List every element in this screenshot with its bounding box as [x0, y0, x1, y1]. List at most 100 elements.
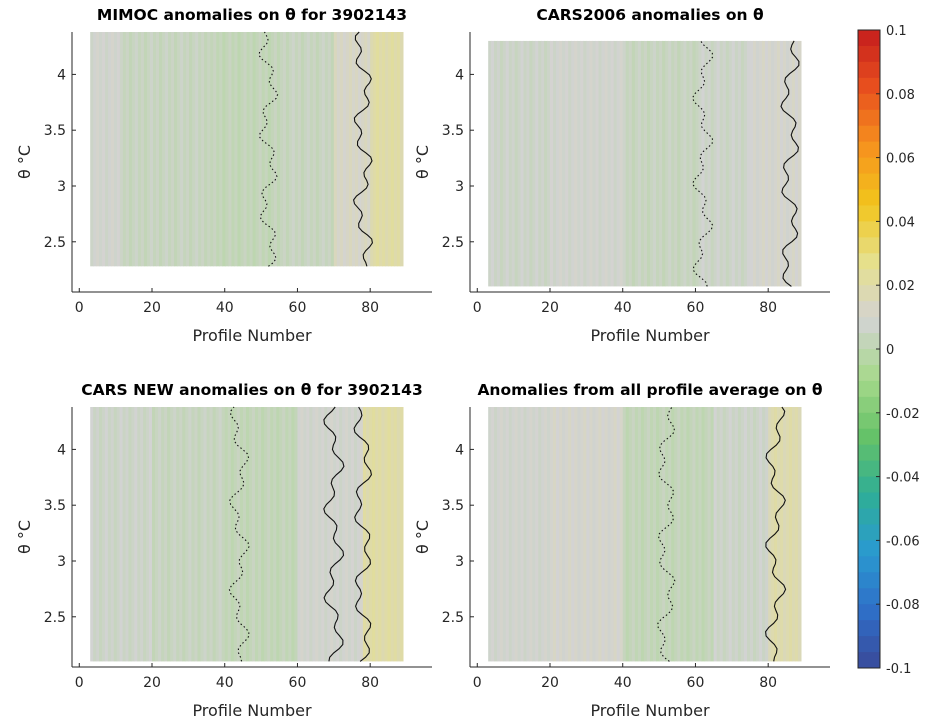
field-cell: [692, 407, 697, 662]
zero-contour: [353, 406, 372, 662]
field-cell: [541, 407, 545, 662]
colorbar-swatch: [858, 364, 880, 382]
y-tick-label: 4: [455, 442, 464, 458]
panel-4: 0 20 40 60 80 2.5 3 3.5 4 Anomalies from all prof…: [413, 381, 830, 720]
field-cell: [731, 407, 736, 662]
colorbar-tick-label: -0.1: [886, 662, 911, 677]
field-cell: [224, 407, 229, 662]
field-cell: [239, 407, 244, 662]
field-cell: [140, 32, 145, 267]
colorbar-swatch: [858, 556, 880, 573]
y-tick-label: 3.5: [44, 498, 66, 514]
field-cell: [315, 32, 320, 267]
field-cell: [382, 32, 386, 267]
field-cell: [628, 407, 633, 662]
field-cell: [677, 407, 681, 662]
field-cell: [102, 32, 106, 267]
field-cell: [637, 40, 642, 287]
field-cell: [291, 32, 296, 267]
field-cell: [99, 407, 103, 662]
field-cell: [204, 32, 208, 267]
colorbar-swatch: [858, 173, 880, 190]
colorbar-swatch: [858, 237, 880, 254]
x-axis-label: Profile Number: [192, 701, 312, 720]
field-cell: [288, 407, 292, 662]
field-cell: [185, 407, 189, 662]
field-cell: [568, 407, 572, 662]
field-cell: [511, 407, 516, 662]
field-cell: [634, 40, 639, 287]
field-cell: [312, 407, 316, 662]
field-cell: [535, 407, 539, 662]
field-cell: [650, 407, 654, 662]
field-cell: [137, 407, 141, 662]
x-tick-label: 20: [143, 300, 161, 316]
field-cell: [315, 407, 319, 662]
field-cell: [565, 407, 569, 662]
field-cell: [393, 32, 398, 267]
field-cell: [761, 40, 766, 287]
field-cell: [336, 32, 341, 267]
field-cell: [695, 40, 700, 287]
field-cell: [701, 40, 706, 287]
field-cell: [677, 40, 681, 287]
field-cell: [387, 407, 392, 662]
field-cell: [125, 32, 130, 267]
colorbar-swatch: [858, 508, 880, 525]
field-cell: [240, 32, 245, 267]
colorbar-swatch: [858, 109, 880, 127]
field-cell: [767, 40, 772, 287]
field-cell: [309, 32, 314, 267]
field-cell: [378, 407, 382, 662]
field-cell: [353, 407, 358, 662]
field-cell: [583, 407, 587, 662]
field-cell: [303, 32, 308, 267]
field-cell: [535, 40, 539, 287]
field-cell: [662, 407, 666, 662]
field-cell: [391, 32, 395, 267]
y-tick-label: 3.5: [442, 498, 464, 514]
field-cell: [665, 40, 669, 287]
field-cell: [279, 407, 283, 662]
field-cell: [215, 407, 220, 662]
field-cell: [598, 40, 603, 287]
field-cell: [131, 407, 135, 662]
field-cell: [759, 407, 763, 662]
field-cell: [665, 407, 669, 662]
field-cell: [306, 407, 310, 662]
field-cell: [680, 40, 684, 287]
field-cell: [689, 407, 694, 662]
field-cell: [183, 32, 187, 267]
colorbar-swatch: [858, 524, 880, 541]
field-cell: [237, 32, 242, 267]
panel-title: CARS2006 anomalies on θ: [536, 6, 763, 24]
field-cell: [656, 407, 660, 662]
field-cell: [659, 40, 663, 287]
field-cell: [116, 32, 121, 267]
field-cell: [797, 407, 802, 662]
x-tick-label: 80: [759, 300, 777, 316]
colorbar-tick-label: 0: [886, 343, 894, 358]
field-cell: [589, 40, 594, 287]
colorbar-tick-label: -0.08: [886, 598, 920, 613]
field-cell: [261, 32, 266, 267]
field-cell: [195, 32, 199, 267]
field-cell: [242, 407, 247, 662]
field-cell: [499, 40, 504, 287]
field-cell: [625, 40, 630, 287]
field-cell: [737, 407, 742, 662]
field-cell: [777, 407, 781, 662]
colorbar-swatch: [858, 652, 880, 669]
field-cell: [698, 40, 703, 287]
colorbar-swatch: [858, 93, 880, 111]
field-cell: [358, 32, 362, 267]
field-cell: [765, 407, 769, 662]
field-cell: [622, 40, 627, 287]
x-tick-label: 20: [541, 300, 559, 316]
field-cell: [170, 407, 174, 662]
field-cell: [734, 40, 739, 287]
field-cell: [505, 40, 510, 287]
field-cell: [598, 407, 603, 662]
field-cell: [616, 407, 621, 662]
field-cell: [692, 40, 697, 287]
